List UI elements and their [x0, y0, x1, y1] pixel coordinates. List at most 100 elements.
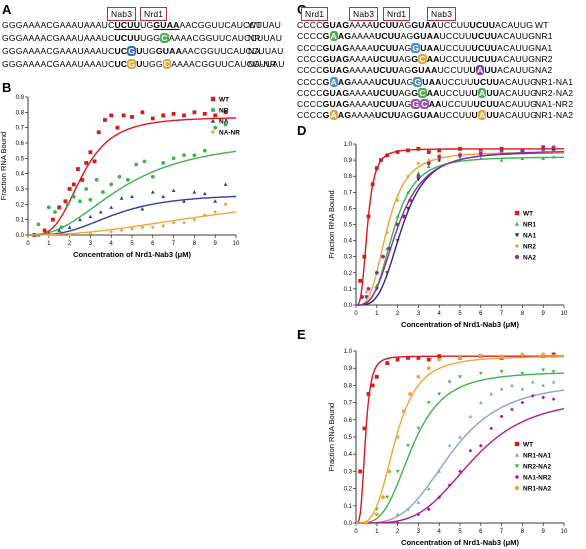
data-point: [71, 182, 76, 187]
sequence-segment: G: [411, 99, 421, 110]
data-point: [130, 226, 134, 231]
sequence-segment: GUAG: [322, 20, 350, 30]
data-point: [202, 213, 207, 217]
data-point: [67, 233, 72, 237]
sequence-segment: G: [413, 76, 423, 87]
data-point: [416, 177, 421, 182]
data-point: [150, 225, 155, 230]
data-point: [67, 225, 72, 229]
sequence-segment: UCUU: [374, 76, 401, 87]
data-point: [416, 374, 421, 379]
y-tick-label: 1.0: [344, 349, 353, 355]
data-point: [447, 380, 452, 384]
y-tick-label: 0.9: [16, 95, 25, 101]
data-point: [478, 156, 483, 161]
sequence-segment: UCCUU: [441, 76, 474, 87]
y-tick-label: 0.2: [16, 202, 25, 208]
data-point: [71, 194, 76, 199]
data-point: [109, 113, 114, 118]
data-point: [437, 154, 442, 159]
legend-label-nr2: NR2: [523, 243, 536, 250]
data-point: [416, 500, 421, 504]
x-tick-label: 9: [542, 311, 546, 317]
data-point: [358, 469, 363, 474]
data-point: [426, 150, 431, 154]
x-tick-label: 9: [542, 529, 546, 535]
x-tick-label: 2: [68, 241, 72, 247]
data-point: [161, 223, 166, 228]
data-point: [541, 146, 546, 151]
data-point: [520, 400, 525, 405]
data-point: [478, 443, 483, 448]
data-point: [541, 383, 546, 387]
chart-b-binding-curves: 0 1 2 3 4 5 6 7 8 9 10 0.0 0.1 0.2 0.3 0.4 0.5 0.6 0.7 0.8 0…: [0, 95, 240, 259]
sequence-segment: UAA: [422, 76, 442, 87]
legend-label-nr: NR: [219, 107, 229, 114]
data-point: [395, 521, 400, 525]
sequence-segment: AG: [400, 76, 414, 87]
sequence-segment: C: [418, 87, 427, 98]
sequence-segment: ACAUUG: [497, 65, 536, 76]
data-point: [541, 395, 546, 400]
sequence-segment: AAAA: [349, 99, 373, 110]
data-point: [42, 228, 47, 233]
y-tick-label: 0.6: [16, 141, 25, 147]
sequence-segment: ACAUUG: [499, 87, 538, 98]
x-tick-label: 0: [354, 311, 358, 317]
sequence-row-na2: CCCCGUAGAAAAUCUUAGGUAAUCCUUUAUUACAUUG: [297, 65, 536, 76]
data-point: [514, 452, 520, 457]
sequence-row-name: NR1: [535, 31, 553, 42]
data-point: [202, 148, 207, 153]
data-point: [374, 270, 379, 275]
sequence-segment: UCUU: [372, 65, 399, 76]
data-point: [362, 254, 367, 259]
data-point: [520, 156, 525, 161]
sequence-segment: A: [477, 87, 487, 98]
sequence-segment: AAAA: [351, 110, 375, 121]
y-tick-label: 0.9: [344, 366, 353, 372]
data-point: [406, 355, 410, 360]
sequence-row-nr1-na1: CCCCGAAGAAAAUCUUAGGUAAUCCUUUCUUACAUUG: [297, 76, 537, 87]
data-point: [117, 174, 122, 179]
data-point: [150, 116, 155, 121]
sequence-segment: UCUU: [372, 42, 399, 53]
data-point: [437, 392, 442, 396]
data-point: [362, 426, 367, 431]
data-point: [374, 512, 379, 517]
data-point: [115, 125, 120, 130]
legend-label-na1-nr2: NA1-NR2: [523, 474, 552, 481]
sequence-segment: UCUU: [372, 99, 399, 110]
sequence-segment: GGGAAAACGAAAUAAAUC: [2, 59, 115, 69]
fit-curve-na1-nr2: [356, 408, 565, 524]
data-point: [520, 150, 525, 154]
data-point: [489, 392, 494, 396]
data-point: [385, 230, 390, 235]
sequence-segment: ACAUUG: [497, 53, 536, 64]
data-point: [395, 222, 400, 227]
data-point: [458, 375, 462, 379]
data-point: [370, 182, 375, 187]
sequence-segment: UCUU: [374, 110, 401, 121]
data-point: [395, 435, 400, 439]
sequence-row-name: NR1-NA2: [535, 110, 574, 121]
panel-letter-d: D: [297, 123, 307, 138]
x-tick-label: 8: [521, 529, 525, 535]
sequence-segment: AG: [400, 31, 414, 42]
data-point: [408, 198, 412, 203]
data-point: [401, 409, 406, 414]
data-point: [458, 153, 462, 158]
y-tick-label: 0.5: [344, 223, 353, 229]
data-point: [437, 148, 442, 153]
data-point: [57, 228, 62, 232]
sequence-segment: UCCUU: [439, 110, 472, 121]
sequence-segment: C: [162, 59, 172, 69]
x-tick-label: 10: [561, 311, 568, 317]
data-point: [46, 233, 51, 237]
data-point: [458, 146, 462, 151]
data-point: [213, 125, 218, 130]
data-point: [426, 507, 431, 512]
data-point: [53, 210, 57, 214]
data-point: [140, 225, 145, 230]
data-point: [130, 194, 134, 199]
data-point: [88, 197, 93, 202]
